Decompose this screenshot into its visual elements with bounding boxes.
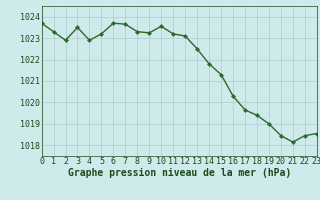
X-axis label: Graphe pression niveau de la mer (hPa): Graphe pression niveau de la mer (hPa) — [68, 168, 291, 178]
